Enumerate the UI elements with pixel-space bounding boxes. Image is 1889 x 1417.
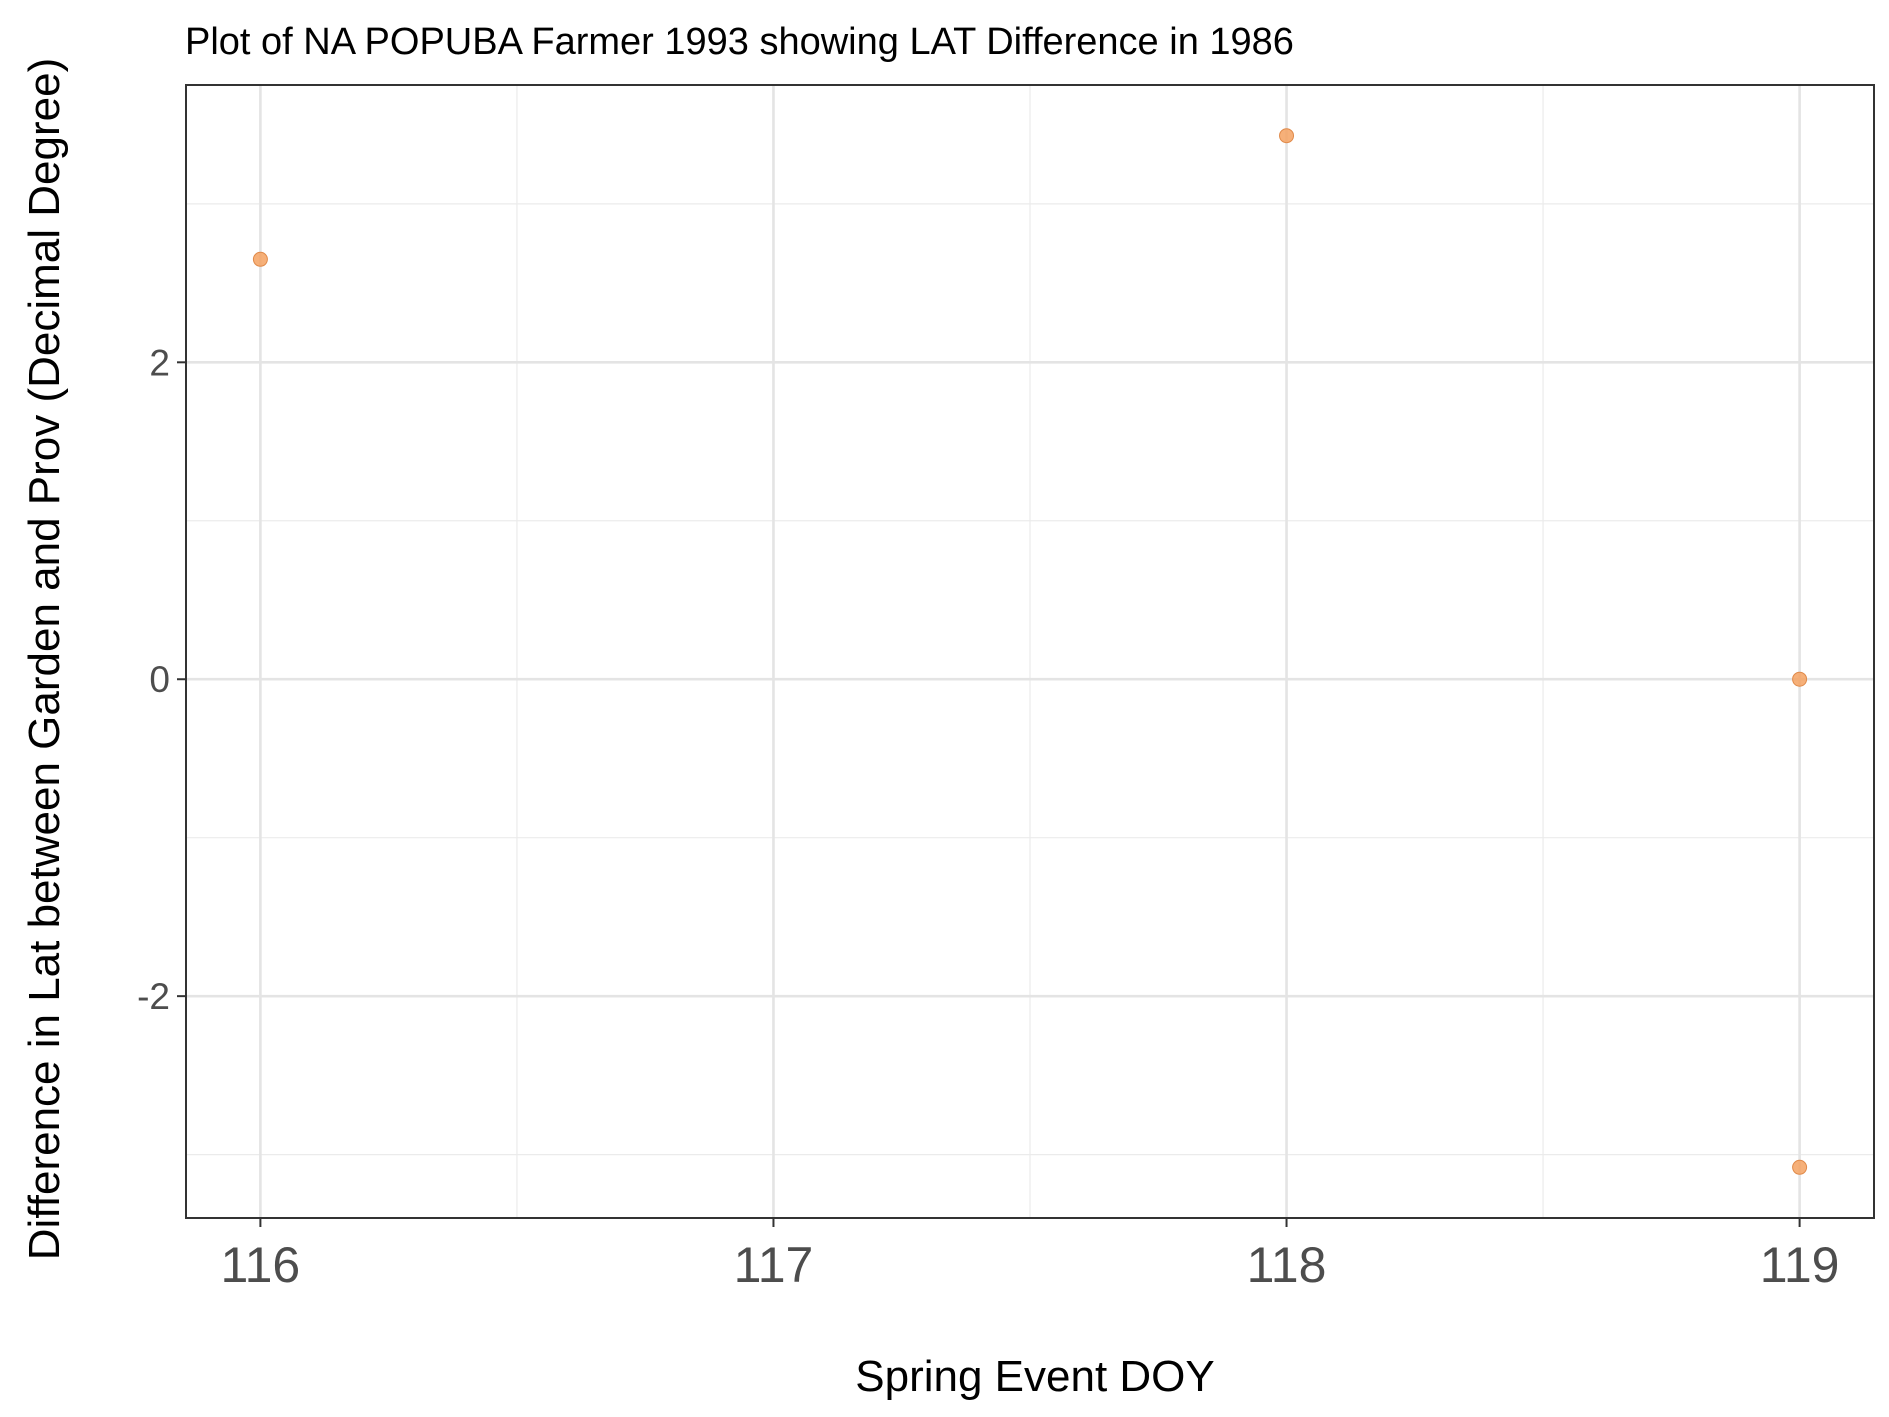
grid-lines	[186, 85, 1874, 1218]
x-tick-label: 116	[221, 1237, 301, 1293]
data-point	[1279, 128, 1295, 144]
x-tick-label: 119	[1760, 1237, 1840, 1293]
y-tick-label: -2	[137, 976, 170, 1017]
x-tick-label: 118	[1247, 1237, 1327, 1293]
data-point	[252, 251, 268, 267]
chart-title: Plot of NA POPUBA Farmer 1993 showing LA…	[185, 21, 1294, 63]
y-axis-ticks: -2 0 2	[137, 342, 186, 1017]
y-tick-label: 0	[149, 659, 170, 700]
plot-panel-border	[185, 84, 1875, 1219]
x-axis-title: Spring Event DOY	[855, 1352, 1215, 1401]
x-axis-ticks: 116 117 118 119	[221, 1218, 1840, 1293]
y-axis-title: Difference in Lat between Garden and Pro…	[20, 58, 69, 1260]
data-point	[1792, 671, 1808, 687]
x-tick-label: 117	[734, 1237, 814, 1293]
data-points	[252, 128, 1808, 1175]
y-tick-label: 2	[149, 342, 170, 383]
data-point	[1792, 1159, 1808, 1175]
